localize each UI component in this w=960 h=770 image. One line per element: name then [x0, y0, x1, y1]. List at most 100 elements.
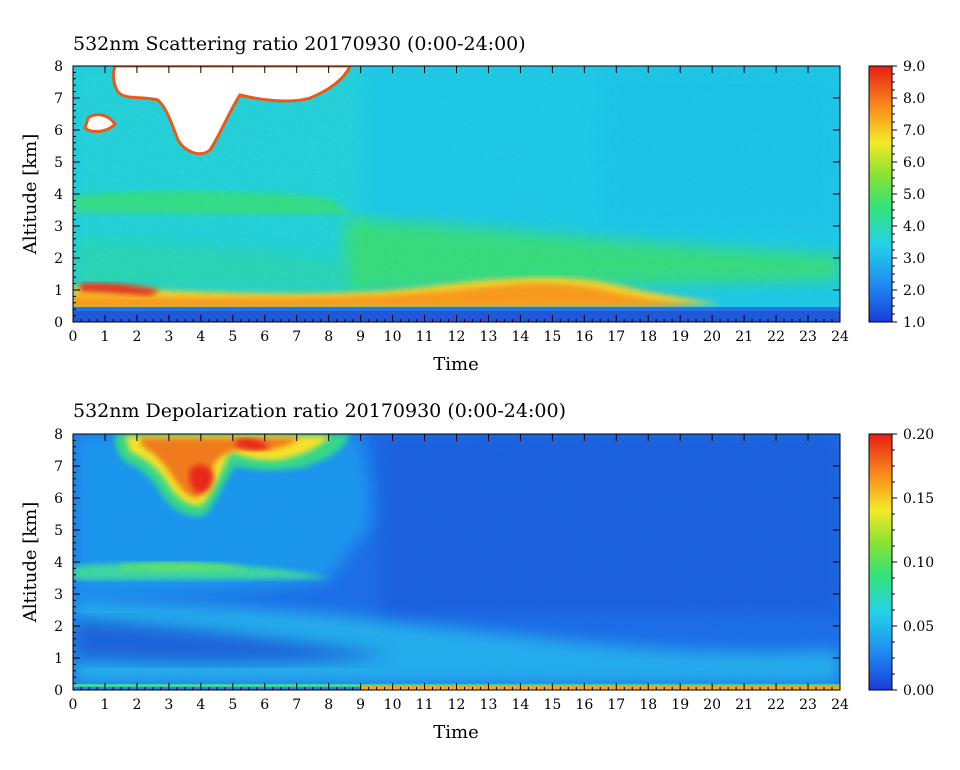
x-tick-label: 23: [799, 697, 817, 713]
y-tick-label: 0: [54, 315, 63, 331]
x-tick-label: 15: [543, 329, 561, 345]
colorbar-tick-label: 0.00: [903, 683, 934, 699]
depolarization-ratio-x-axis: 0 1 2 3 4 5 6 7 8 9 10 11 12 13 14 15 16 17 18 19 20 21 22 23 24: [69, 434, 849, 713]
y-tick-label: 2: [54, 251, 63, 267]
x-tick-label: 4: [196, 329, 205, 345]
y-tick-label: 5: [54, 523, 63, 539]
cirrus-cloud: [114, 434, 350, 517]
x-tick-label: 4: [196, 697, 205, 713]
x-tick-label: 23: [799, 329, 817, 345]
x-tick-label: 12: [448, 697, 466, 713]
scattering-ratio-colorbar: 1.0 2.0 3.0 4.0 5.0 6.0 7.0 8.0 9.0: [868, 59, 925, 331]
colorbar-tick-label: 5.0: [903, 187, 925, 203]
depolarization-ratio-panel: 532nm Depolarization ratio 20170930 (0:0…: [20, 400, 934, 743]
y-tick-label: 6: [54, 123, 63, 139]
x-tick-label: 6: [260, 697, 269, 713]
y-tick-label: 4: [54, 555, 63, 571]
x-tick-label: 6: [260, 329, 269, 345]
colorbar-ticks: 0.00 0.05 0.10 0.15 0.20: [892, 427, 934, 699]
x-tick-label: 0: [69, 329, 78, 345]
x-tick-label: 2: [132, 697, 141, 713]
scattering-ratio-y-axis: 0 1 2 3 4 5 6 7 8: [54, 59, 840, 331]
x-tick-label: 9: [356, 697, 365, 713]
colorbar-gradient: [868, 433, 893, 691]
x-tick-label: 22: [767, 329, 785, 345]
depolarization-ratio-colorbar: 0.00 0.05 0.10 0.15 0.20: [868, 427, 934, 699]
y-tick-label: 8: [54, 427, 63, 443]
colorbar-tick-label: 3.0: [903, 251, 925, 267]
scattering-ratio-title: 532nm Scattering ratio 20170930 (0:00-24…: [73, 33, 526, 55]
y-tick-label: 7: [54, 459, 63, 475]
scattering-ratio-xlabel: Time: [433, 354, 478, 375]
surface-band: [73, 307, 840, 311]
x-tick-label: 19: [671, 697, 689, 713]
y-tick-label: 2: [54, 619, 63, 635]
x-tick-label: 20: [703, 329, 721, 345]
x-tick-label: 10: [384, 329, 402, 345]
scattering-ratio-heatmap: [73, 66, 840, 322]
y-tick-label: 8: [54, 59, 63, 75]
x-tick-label: 12: [448, 329, 466, 345]
colorbar-tick-label: 0.05: [903, 619, 934, 635]
colorbar-ticks: 1.0 2.0 3.0 4.0 5.0 6.0 7.0 8.0 9.0: [892, 59, 925, 331]
x-tick-label: 17: [607, 697, 625, 713]
colorbar-tick-label: 1.0: [903, 315, 925, 331]
depolarization-ratio-ylabel: Altitude [km]: [20, 502, 41, 624]
x-tick-label: 5: [228, 697, 237, 713]
x-tick-label: 5: [228, 329, 237, 345]
colorbar-tick-label: 9.0: [903, 59, 925, 75]
colorbar-tick-label: 0.10: [903, 555, 934, 571]
y-tick-label: 4: [54, 187, 63, 203]
scattering-ratio-panel: 532nm Scattering ratio 20170930 (0:00-24…: [20, 33, 925, 375]
x-tick-label: 10: [384, 697, 402, 713]
y-tick-label: 6: [54, 491, 63, 507]
y-tick-label: 1: [54, 283, 63, 299]
x-tick-label: 20: [703, 697, 721, 713]
colorbar-tick-label: 0.15: [903, 491, 934, 507]
depolarization-ratio-title: 532nm Depolarization ratio 20170930 (0:0…: [73, 400, 566, 422]
x-tick-label: 16: [575, 697, 593, 713]
x-tick-label: 2: [132, 329, 141, 345]
x-tick-label: 22: [767, 697, 785, 713]
colorbar-tick-label: 2.0: [903, 283, 925, 299]
y-tick-label: 1: [54, 651, 63, 667]
x-tick-label: 14: [512, 329, 530, 345]
x-tick-label: 0: [69, 697, 78, 713]
x-tick-label: 11: [416, 697, 434, 713]
x-tick-label: 24: [831, 697, 849, 713]
x-tick-label: 8: [324, 697, 333, 713]
x-tick-label: 18: [639, 329, 657, 345]
x-tick-label: 7: [292, 697, 301, 713]
x-tick-label: 18: [639, 697, 657, 713]
colorbar-tick-label: 0.20: [903, 427, 934, 443]
x-tick-label: 24: [831, 329, 849, 345]
x-tick-label: 16: [575, 329, 593, 345]
x-tick-label: 3: [164, 697, 173, 713]
colorbar-tick-label: 7.0: [903, 123, 925, 139]
x-tick-label: 17: [607, 329, 625, 345]
saturated-cloud: [83, 66, 352, 156]
x-tick-label: 9: [356, 329, 365, 345]
colorbar-tick-label: 8.0: [903, 91, 925, 107]
depolarization-ratio-heatmap: [73, 434, 840, 690]
y-tick-label: 7: [54, 91, 63, 107]
x-tick-label: 1: [100, 697, 109, 713]
x-tick-label: 8: [324, 329, 333, 345]
x-tick-label: 15: [543, 697, 561, 713]
depolarization-ratio-xlabel: Time: [433, 722, 478, 743]
x-tick-label: 21: [735, 329, 753, 345]
x-tick-label: 21: [735, 697, 753, 713]
x-tick-label: 3: [164, 329, 173, 345]
colorbar-tick-label: 4.0: [903, 219, 925, 235]
depolarization-ratio-y-axis: 0 1 2 3 4 5 6 7 8: [54, 427, 840, 699]
x-tick-label: 19: [671, 329, 689, 345]
x-tick-label: 11: [416, 329, 434, 345]
x-tick-label: 14: [512, 697, 530, 713]
x-tick-label: 13: [480, 697, 498, 713]
scattering-ratio-ylabel: Altitude [km]: [20, 134, 41, 256]
x-tick-label: 13: [480, 329, 498, 345]
x-tick-label: 7: [292, 329, 301, 345]
scattering-ratio-x-axis: 0 1 2 3 4 5 6 7 8 9 10 11 12 13 14 15 16 17 18 19 20 21 22 23 24: [69, 66, 849, 345]
y-tick-label: 3: [54, 219, 63, 235]
